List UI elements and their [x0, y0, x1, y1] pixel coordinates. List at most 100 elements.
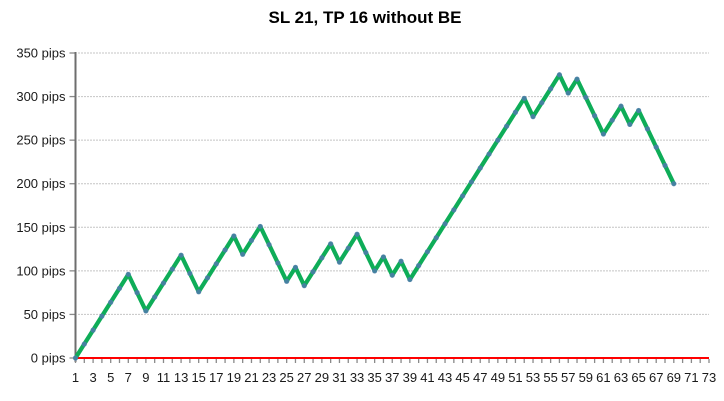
data-point-marker — [284, 278, 290, 284]
data-point-marker — [372, 268, 378, 274]
x-axis-label: 21 — [244, 370, 258, 385]
data-point-marker — [583, 94, 589, 101]
data-point-marker — [618, 103, 624, 109]
data-point-marker — [468, 179, 475, 185]
x-axis-label: 17 — [209, 370, 223, 385]
data-point-marker — [521, 95, 527, 101]
data-point-marker — [424, 249, 431, 255]
data-point-marker — [257, 223, 263, 230]
data-point-marker — [486, 151, 492, 157]
data-point-marker — [134, 290, 140, 296]
data-point-marker — [213, 261, 219, 267]
x-axis-label: 9 — [142, 370, 149, 385]
data-point-marker — [504, 123, 510, 129]
x-axis-label: 19 — [227, 370, 241, 385]
data-point-marker — [187, 270, 193, 277]
data-point-marker — [81, 341, 87, 347]
data-point-marker — [354, 231, 360, 237]
data-point-marker — [600, 131, 607, 137]
data-point-marker — [530, 114, 536, 120]
x-axis-label: 5 — [107, 370, 114, 385]
y-axis-label: 250 pips — [16, 133, 66, 148]
x-axis-label: 47 — [473, 370, 487, 385]
data-point-marker — [328, 241, 334, 247]
data-point-marker — [248, 237, 255, 243]
data-point-marker — [565, 90, 571, 96]
data-point-marker — [460, 193, 466, 199]
data-point-marker — [644, 126, 651, 132]
data-point-marker — [336, 259, 343, 265]
data-point-marker — [389, 272, 395, 278]
data-point-marker — [671, 181, 677, 187]
data-point-marker — [662, 162, 668, 169]
data-point-marker — [319, 255, 325, 261]
data-point-marker — [363, 249, 369, 256]
y-axis-label: 0 pips — [31, 351, 66, 366]
y-axis-label: 350 pips — [16, 46, 66, 61]
data-point-marker — [380, 254, 387, 260]
data-point-marker — [292, 264, 299, 270]
data-point-marker — [512, 109, 519, 115]
x-axis-label: 25 — [279, 370, 293, 385]
data-point-marker — [556, 72, 563, 78]
x-axis-label: 57 — [561, 370, 575, 385]
data-point-marker — [275, 260, 281, 266]
x-axis-label: 45 — [455, 370, 469, 385]
data-point-marker — [451, 207, 457, 213]
data-point-marker — [416, 263, 422, 269]
x-axis-label: 49 — [491, 370, 505, 385]
x-axis-label: 43 — [438, 370, 452, 385]
data-point-marker — [72, 355, 79, 361]
data-point-marker — [204, 275, 211, 281]
data-point-marker — [116, 285, 123, 291]
data-point-marker — [477, 165, 483, 171]
data-point-marker — [442, 221, 448, 227]
data-point-marker — [231, 233, 237, 239]
x-axis-label: 1 — [72, 370, 79, 385]
data-point-markers — [72, 72, 677, 361]
x-axis-label: 31 — [332, 370, 346, 385]
y-axis-label: 300 pips — [16, 89, 66, 104]
gridlines — [75, 52, 709, 315]
x-axis-label: 13 — [174, 370, 188, 385]
x-axis-label: 35 — [367, 370, 381, 385]
x-axis-label: 73 — [702, 370, 716, 385]
x-axis-label: 15 — [191, 370, 205, 385]
x-axis-label: 41 — [420, 370, 434, 385]
data-point-marker — [609, 117, 615, 123]
equity-line-series — [73, 72, 676, 361]
data-point-marker — [407, 276, 413, 283]
data-point-marker — [125, 271, 131, 277]
data-point-marker — [574, 76, 580, 82]
x-axis-label: 39 — [403, 370, 417, 385]
x-axis-label: 7 — [125, 370, 132, 385]
data-point-marker — [90, 327, 96, 333]
x-axis-label: 67 — [649, 370, 663, 385]
data-point-marker — [143, 308, 149, 314]
equity-polyline — [73, 72, 676, 361]
x-axis-label: 11 — [157, 370, 171, 385]
data-point-marker — [240, 251, 246, 257]
data-point-marker — [636, 107, 642, 114]
x-axis-label: 63 — [614, 370, 628, 385]
data-point-marker — [345, 245, 351, 251]
data-point-marker — [592, 113, 598, 119]
x-axis-label: 51 — [508, 370, 522, 385]
x-axis-label: 55 — [543, 370, 557, 385]
chart-title: SL 21, TP 16 without BE — [268, 8, 462, 27]
x-axis-label: 23 — [262, 370, 276, 385]
y-axis-label: 100 pips — [16, 263, 66, 278]
data-point-marker — [266, 242, 272, 248]
data-point-marker — [653, 144, 659, 150]
x-axis-label: 65 — [631, 370, 645, 385]
x-axis-label: 29 — [315, 370, 329, 385]
axes-and-ticks — [69, 52, 710, 363]
x-axis-label: 37 — [385, 370, 399, 385]
data-point-marker — [108, 299, 114, 305]
x-axis-label: 59 — [579, 370, 593, 385]
data-point-marker — [398, 258, 404, 264]
data-point-marker — [152, 294, 158, 300]
y-axis-labels: 0 pips 50 pips 100 pips 150 pips 200 pips 250… — [16, 46, 66, 366]
x-axis-label: 71 — [684, 370, 698, 385]
